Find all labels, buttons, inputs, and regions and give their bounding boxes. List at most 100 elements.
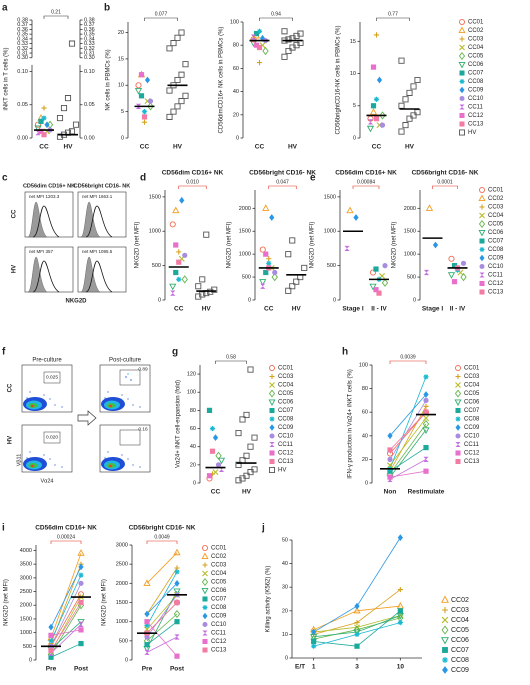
legend-label: CC07 — [488, 239, 504, 245]
data-point — [48, 647, 54, 654]
data-point — [311, 643, 317, 649]
legend-label: CC10 — [468, 96, 484, 102]
data-point — [72, 121, 80, 128]
significance-bracket — [389, 360, 427, 364]
data-point — [289, 44, 296, 51]
legend-label: CC01 — [464, 366, 480, 372]
y-tick-label: 100 — [187, 390, 196, 396]
y-tick-label: 2000 — [404, 206, 416, 212]
legend-marker — [201, 577, 209, 587]
data-point — [170, 82, 177, 89]
data-point — [353, 214, 359, 221]
legend-marker — [202, 638, 208, 645]
legend-label: CC06 — [468, 62, 484, 68]
data-point — [423, 397, 429, 403]
x-tick-label: CC — [264, 306, 274, 313]
y-tick-label: 0.37 — [84, 22, 95, 28]
data-point — [215, 462, 222, 468]
legend-label: CC07 — [464, 408, 480, 414]
data-point — [247, 443, 254, 450]
data-point — [38, 118, 44, 124]
legend-marker — [442, 657, 448, 663]
legend-marker — [455, 450, 461, 456]
x-tick-label: Stage I — [422, 306, 444, 313]
legend-label: CC11 — [211, 631, 227, 637]
data-point — [141, 109, 148, 115]
y-tick-label: 0.32 — [84, 46, 95, 52]
y-tick-label: 10 — [118, 83, 124, 89]
data-point — [144, 76, 151, 84]
legend-marker — [458, 62, 466, 69]
data-point — [354, 602, 360, 610]
legend-label: CC05 — [278, 391, 294, 397]
data-point — [144, 610, 150, 618]
data-point — [353, 606, 361, 614]
y-tick-label: 2000 — [20, 603, 32, 609]
y-tick-label: 0.35 — [17, 32, 28, 38]
gate — [119, 369, 141, 386]
legend-marker — [269, 450, 275, 456]
data-point — [144, 622, 150, 629]
y-axis-label: NK cells in PBMCs (%) — [106, 49, 112, 110]
pair-line — [389, 406, 427, 472]
data-point — [406, 115, 413, 122]
x-tick-label: Non — [384, 489, 397, 496]
legend-label: CC12 — [464, 451, 480, 457]
y-axis-label: iNKT cells in T cells (%) — [4, 47, 10, 110]
data-point — [379, 111, 386, 120]
data-point — [281, 37, 288, 44]
panel-title: CD56bright CD16- NK — [412, 170, 479, 177]
legend-label: CC01 — [468, 20, 484, 26]
row-label: CC — [8, 383, 14, 392]
data-point — [423, 415, 429, 422]
pair-line — [389, 411, 427, 451]
data-point — [141, 119, 148, 125]
data-point — [134, 88, 143, 95]
y-tick-label: 0.36 — [84, 27, 95, 33]
legend-marker — [479, 263, 485, 270]
x-tick-label: II - IV — [371, 306, 387, 313]
gate — [43, 371, 61, 384]
data-point — [402, 122, 409, 129]
y-tick-label: 60 — [362, 410, 368, 416]
series-line — [313, 537, 401, 633]
data-point — [425, 204, 434, 211]
data-point — [195, 293, 202, 300]
legend-label: CC13 — [464, 459, 480, 465]
data-point — [166, 87, 173, 94]
arrow — [77, 410, 97, 426]
pair-line — [146, 636, 178, 653]
legend-label: CC07 — [468, 71, 484, 77]
x-tick-label: HV — [288, 144, 298, 151]
data-point — [178, 29, 185, 36]
pair-line — [389, 417, 427, 466]
data-point — [423, 468, 429, 474]
legend-label: CC10 — [488, 264, 504, 270]
data-point — [203, 231, 210, 238]
pair-line — [50, 643, 82, 658]
p-value: 0.0049 — [154, 534, 170, 540]
y-tick-label: 2000 — [116, 581, 128, 587]
mfi-label: net MFI 1663.1 — [82, 194, 113, 199]
legend-marker — [479, 289, 485, 295]
y-tick-label: 0.36 — [17, 27, 28, 33]
data-point — [406, 89, 413, 96]
data-point — [41, 115, 47, 121]
data-point — [143, 579, 151, 586]
data-point — [48, 623, 54, 631]
legend-marker — [441, 625, 449, 635]
data-point — [78, 563, 84, 571]
data-point — [243, 452, 250, 459]
data-point — [78, 640, 84, 647]
y-tick-label: 0 — [193, 480, 196, 486]
legend-label: CC08 — [488, 247, 504, 253]
legend-label: CC03 — [211, 563, 227, 569]
data-point — [354, 643, 360, 649]
data-point — [285, 287, 292, 294]
data-point — [172, 206, 180, 214]
legend-marker — [269, 407, 275, 414]
data-point — [141, 114, 148, 120]
data-point — [56, 114, 64, 122]
data-point — [169, 221, 176, 228]
panel-title: CD56dim CD16+ NK — [335, 170, 397, 177]
